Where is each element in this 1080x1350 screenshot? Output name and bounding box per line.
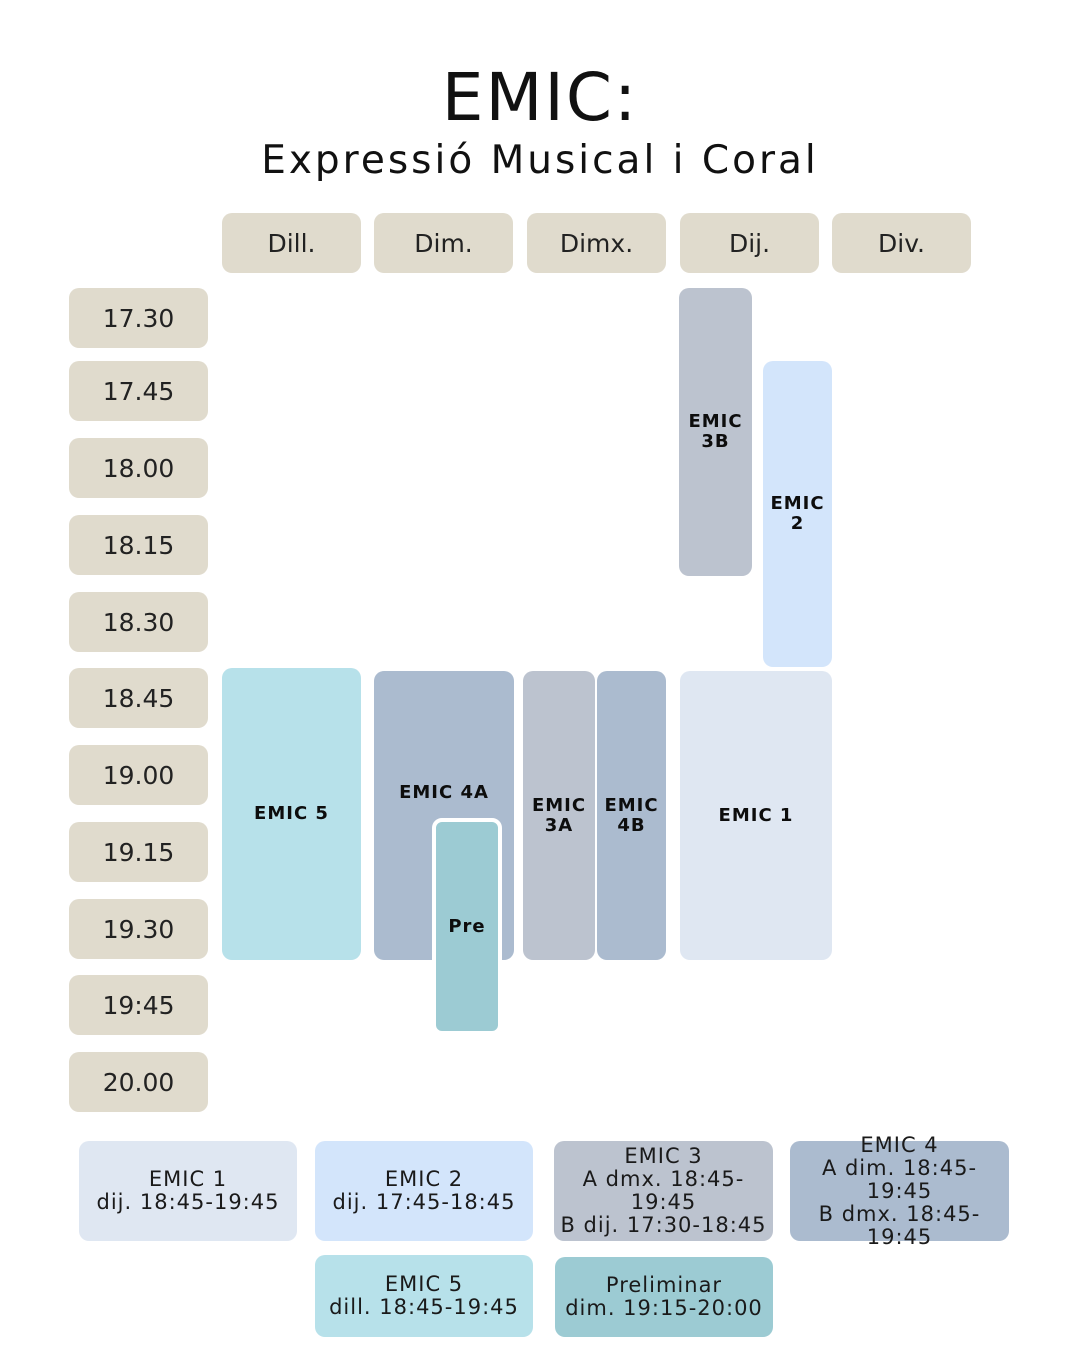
class-block-emic-3a[interactable]: EMIC 3A xyxy=(523,671,595,960)
legend-schedule: dij. 17:45-18:45 xyxy=(332,1190,516,1214)
legend-schedule-a: A dim. 18:45-19:45 xyxy=(821,1155,978,1203)
legend-card-preliminar: Preliminar dim. 19:15-20:00 xyxy=(555,1257,773,1337)
day-header-wednesday: Dimx. xyxy=(527,213,666,273)
legend-card-emic-2: EMIC 2 dij. 17:45-18:45 xyxy=(315,1141,533,1241)
legend-title: EMIC 2 xyxy=(384,1167,464,1191)
time-slot: 19.15 xyxy=(69,822,208,882)
legend-title: EMIC 4 xyxy=(860,1132,939,1157)
legend-title: EMIC 3 xyxy=(624,1144,703,1168)
legend-schedule: dill. 18:45-19:45 xyxy=(329,1295,519,1319)
time-slot: 17.45 xyxy=(69,361,208,421)
class-block-emic-4b[interactable]: EMIC 4B xyxy=(597,671,666,960)
time-slot: 18.15 xyxy=(69,515,208,575)
legend-title: EMIC 5 xyxy=(384,1272,464,1296)
legend-card-emic-5: EMIC 5 dill. 18:45-19:45 xyxy=(315,1255,533,1337)
page-subtitle: Expressió Musical i Coral xyxy=(261,138,819,183)
class-block-emic-2[interactable]: EMIC 2 xyxy=(763,361,832,667)
time-slot: 18.45 xyxy=(69,668,208,728)
legend-card-emic-1: EMIC 1 dij. 18:45-19:45 xyxy=(79,1141,297,1241)
class-block-preliminar[interactable]: Pre xyxy=(432,818,502,1035)
class-block-emic-1[interactable]: EMIC 1 xyxy=(680,671,832,960)
legend-schedule-b: B dmx. 18:45-19:45 xyxy=(818,1201,981,1249)
time-slot: 19:45 xyxy=(69,975,208,1035)
legend-schedule: dim. 19:15-20:00 xyxy=(565,1296,763,1320)
page-title: EMIC: xyxy=(441,59,639,136)
time-slot: 18.30 xyxy=(69,592,208,652)
legend-card-emic-3: EMIC 3 A dmx. 18:45-19:45 B dij. 17:30-1… xyxy=(554,1141,773,1241)
time-slot: 19.30 xyxy=(69,899,208,959)
class-block-emic-5[interactable]: EMIC 5 xyxy=(222,668,361,960)
time-slot: 17.30 xyxy=(69,288,208,348)
legend-title: Preliminar xyxy=(605,1273,723,1297)
time-slot: 18.00 xyxy=(69,438,208,498)
day-header-thursday: Dij. xyxy=(680,213,819,273)
time-slot: 19.00 xyxy=(69,745,208,805)
day-header-tuesday: Dim. xyxy=(374,213,513,273)
legend-schedule-a: A dmx. 18:45-19:45 xyxy=(582,1167,745,1214)
day-header-monday: Dill. xyxy=(222,213,361,273)
time-slot: 20.00 xyxy=(69,1052,208,1112)
legend-schedule: dij. 18:45-19:45 xyxy=(96,1190,280,1214)
legend-title: EMIC 1 xyxy=(148,1167,228,1191)
legend-card-emic-4: EMIC 4 A dim. 18:45-19:45 B dmx. 18:45-1… xyxy=(790,1133,1009,1248)
legend-schedule-b: B dij. 17:30-18:45 xyxy=(560,1213,767,1237)
class-block-emic-3b[interactable]: EMIC 3B xyxy=(679,288,752,576)
day-header-friday: Div. xyxy=(832,213,971,273)
